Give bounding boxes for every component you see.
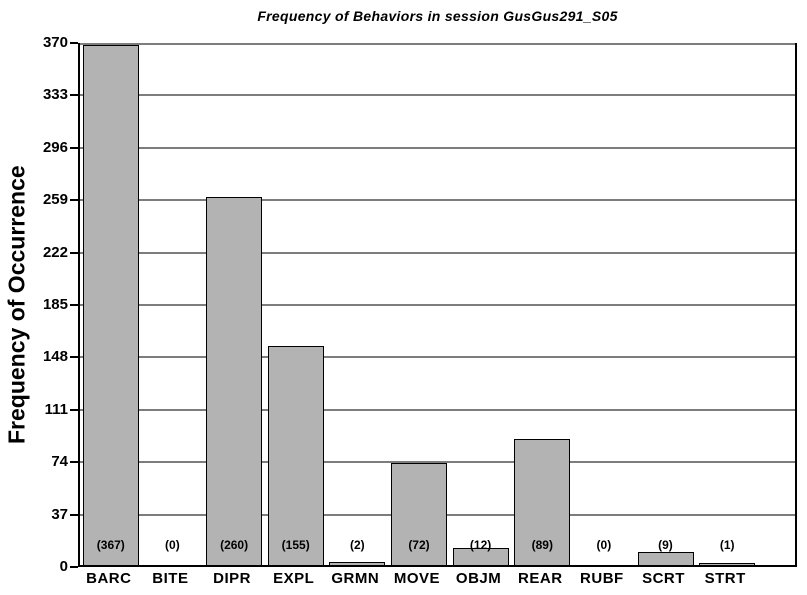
y-tick-mark-370 bbox=[70, 42, 78, 44]
y-tick-mark-185 bbox=[70, 304, 78, 306]
bar-value-label-expl: (155) bbox=[281, 538, 310, 552]
gridline-370 bbox=[80, 43, 795, 45]
x-tick-label-expl: EXPL bbox=[273, 570, 315, 587]
bar-value-label-barc: (367) bbox=[96, 538, 125, 552]
y-tick-label-333: 333 bbox=[42, 86, 68, 103]
gridline-259 bbox=[80, 199, 795, 201]
x-tick-label-strt: STRT bbox=[704, 570, 746, 587]
gridline-296 bbox=[80, 147, 795, 149]
chart-title: Frequency of Behaviors in session GusGus… bbox=[257, 8, 618, 24]
plot-area: (367) (0) (260) (155) (2) (72) (12) (89) (0) (9) (… bbox=[78, 43, 797, 567]
y-tick-label-74: 74 bbox=[51, 453, 68, 470]
bar-value-label-strt: (1) bbox=[719, 538, 735, 552]
y-tick-mark-74 bbox=[70, 461, 78, 463]
y-tick-label-296: 296 bbox=[42, 139, 68, 156]
gridline-333 bbox=[80, 94, 795, 96]
x-tick-label-rear: REAR bbox=[518, 570, 563, 587]
x-tick-label-scrt: SCRT bbox=[642, 570, 685, 587]
x-tick-label-move: MOVE bbox=[393, 570, 441, 587]
y-tick-label-370: 370 bbox=[42, 34, 68, 51]
gridline-148 bbox=[80, 356, 795, 358]
y-tick-label-222: 222 bbox=[42, 244, 68, 261]
y-tick-mark-37 bbox=[70, 514, 78, 516]
y-tick-mark-259 bbox=[70, 199, 78, 201]
bar-strt bbox=[699, 563, 756, 565]
x-tick-label-dipr: DIPR bbox=[213, 570, 252, 587]
x-tick-label-grmn: GRMN bbox=[331, 570, 380, 587]
bar-value-label-rear: (89) bbox=[531, 538, 553, 552]
y-tick-mark-333 bbox=[70, 94, 78, 96]
y-tick-label-0: 0 bbox=[59, 558, 68, 575]
bar-value-label-rubf: (0) bbox=[596, 538, 612, 552]
bar-objm bbox=[452, 548, 509, 565]
y-tick-label-259: 259 bbox=[42, 191, 68, 208]
y-tick-label-37: 37 bbox=[51, 506, 68, 523]
bar-value-label-move: (72) bbox=[408, 538, 430, 552]
x-tick-label-bite: BITE bbox=[152, 570, 189, 587]
y-tick-label-185: 185 bbox=[42, 296, 68, 313]
y-tick-mark-296 bbox=[70, 147, 78, 149]
y-tick-mark-222 bbox=[70, 252, 78, 254]
gridline-222 bbox=[80, 252, 795, 254]
bar-value-label-scrt: (9) bbox=[658, 538, 673, 552]
y-tick-mark-111 bbox=[70, 409, 78, 411]
x-tick-label-rubf: RUBF bbox=[580, 570, 624, 587]
bar-value-label-grmn: (2) bbox=[349, 538, 365, 552]
y-tick-mark-0 bbox=[70, 566, 78, 568]
gridline-111 bbox=[80, 409, 795, 411]
bar-move bbox=[391, 463, 447, 565]
y-tick-mark-148 bbox=[70, 356, 78, 358]
bar-rear bbox=[514, 439, 571, 565]
x-tick-label-barc: BARC bbox=[86, 570, 132, 587]
bar-expl bbox=[267, 345, 324, 565]
bar-dipr bbox=[206, 196, 263, 565]
bar-scrt bbox=[637, 552, 694, 565]
bar-barc bbox=[82, 45, 139, 565]
bar-value-label-bite: (0) bbox=[165, 538, 180, 552]
gridline-185 bbox=[80, 304, 795, 306]
bar-value-label-dipr: (260) bbox=[220, 538, 249, 552]
gridline-74 bbox=[80, 461, 795, 463]
y-tick-label-148: 148 bbox=[42, 348, 68, 365]
bar-value-label-objm: (12) bbox=[469, 538, 492, 552]
bar-grmn bbox=[329, 562, 386, 565]
x-tick-label-objm: OBJM bbox=[455, 570, 502, 587]
y-tick-label-111: 111 bbox=[44, 401, 68, 418]
